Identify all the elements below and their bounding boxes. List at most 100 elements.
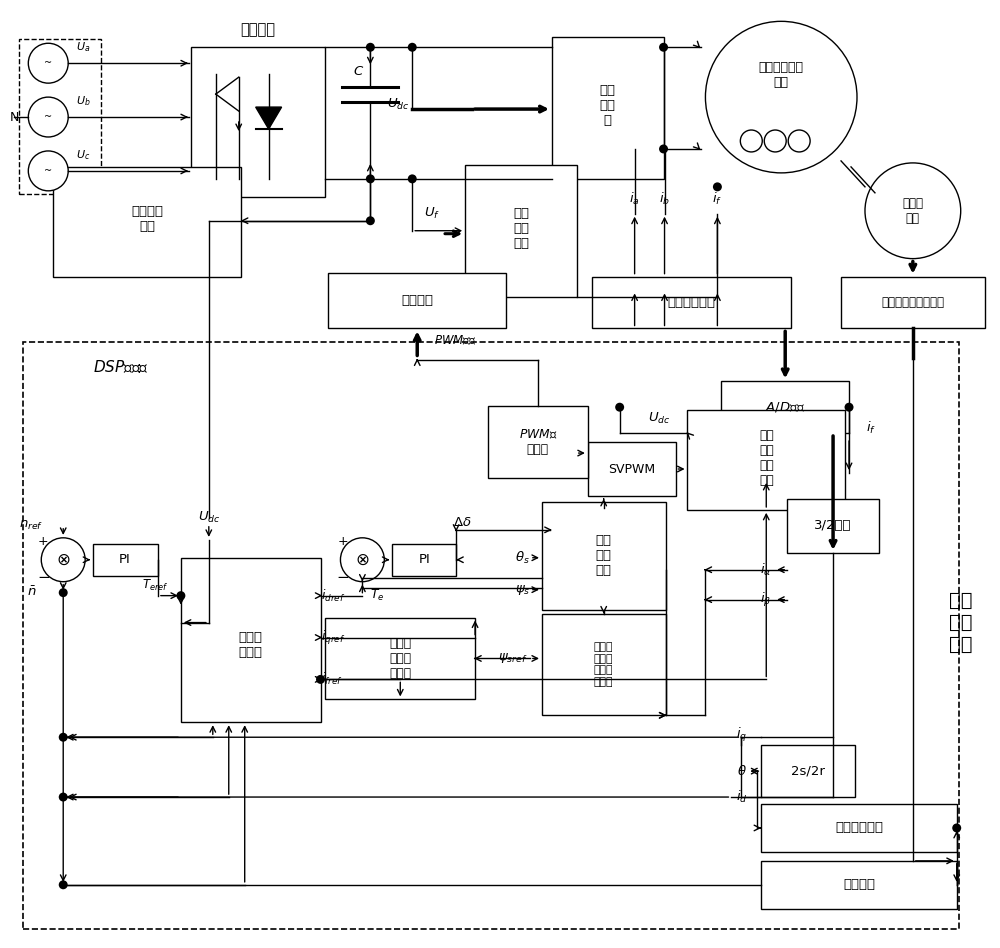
Text: $i_f$: $i_f$: [866, 420, 876, 436]
Bar: [392, 544, 456, 575]
Bar: [592, 277, 791, 328]
Text: $C$: $C$: [353, 64, 364, 78]
Text: 转速计算: 转速计算: [843, 878, 875, 891]
Circle shape: [59, 793, 68, 802]
Text: $\bar{n}$: $\bar{n}$: [27, 586, 36, 599]
Text: $U_b$: $U_b$: [76, 94, 91, 108]
Text: 转子位置计算: 转子位置计算: [835, 822, 883, 834]
Text: $DSP$控制器: $DSP$控制器: [93, 358, 149, 374]
Text: $i_{\alpha}$: $i_{\alpha}$: [760, 561, 771, 577]
Circle shape: [615, 403, 624, 411]
Text: 定子磁
链与磁
链位置
角计算: 定子磁 链与磁 链位置 角计算: [594, 642, 613, 687]
Bar: [588, 442, 676, 496]
Text: $n_{ref}$: $n_{ref}$: [19, 520, 43, 533]
Circle shape: [59, 733, 68, 741]
Bar: [181, 557, 321, 722]
Circle shape: [764, 130, 786, 152]
Text: $i_q$: $i_q$: [736, 726, 747, 744]
Text: 定子磁
链参考
值计算: 定子磁 链参考 值计算: [389, 637, 411, 680]
Text: 直接
转矩
控制: 直接 转矩 控制: [949, 591, 972, 654]
Circle shape: [59, 881, 68, 889]
Text: $T_e$: $T_e$: [370, 588, 385, 603]
Circle shape: [659, 144, 668, 154]
Circle shape: [865, 163, 961, 259]
Bar: [761, 745, 855, 797]
Text: 电流调理电路: 电流调理电路: [667, 296, 715, 309]
Text: N: N: [10, 111, 19, 123]
Circle shape: [408, 43, 417, 52]
Text: −: −: [336, 570, 349, 585]
Bar: [23, 342, 959, 929]
Text: ~: ~: [44, 58, 52, 68]
Bar: [552, 37, 664, 179]
Bar: [328, 273, 506, 328]
Circle shape: [28, 44, 68, 83]
Text: $i_{dref}$: $i_{dref}$: [321, 588, 345, 604]
Bar: [761, 804, 957, 852]
Text: 电压调理
电路: 电压调理 电路: [131, 205, 163, 233]
Bar: [53, 167, 241, 277]
Text: +: +: [38, 536, 49, 548]
Circle shape: [340, 538, 384, 582]
Text: 主功
率模
块: 主功 率模 块: [600, 83, 616, 127]
Text: $\theta$: $\theta$: [737, 764, 747, 778]
Text: $T_{eref}$: $T_{eref}$: [142, 578, 169, 593]
Text: $A/D$转换: $A/D$转换: [765, 400, 805, 414]
Circle shape: [316, 675, 325, 684]
Circle shape: [845, 403, 854, 411]
Circle shape: [28, 151, 68, 191]
Text: $U_{dc}$: $U_{dc}$: [198, 510, 220, 525]
Text: 励磁
电流
脉宽
调制: 励磁 电流 脉宽 调制: [759, 429, 774, 487]
Text: 整流电路: 整流电路: [240, 22, 275, 37]
Text: −: −: [37, 570, 50, 585]
Circle shape: [659, 43, 668, 52]
Text: $\psi_s$: $\psi_s$: [515, 583, 530, 596]
Text: 驱动电路: 驱动电路: [401, 294, 433, 307]
Text: 励磁
功率
模块: 励磁 功率 模块: [513, 208, 529, 250]
Text: 参考电
流计算: 参考电 流计算: [239, 631, 263, 660]
Circle shape: [366, 43, 375, 52]
Text: $U_a$: $U_a$: [76, 41, 91, 54]
Text: PI: PI: [418, 554, 430, 566]
Text: $i_b$: $i_b$: [659, 191, 670, 207]
Polygon shape: [256, 107, 282, 129]
Bar: [93, 544, 158, 575]
Text: $i_a$: $i_a$: [629, 191, 640, 207]
Circle shape: [408, 174, 417, 183]
Text: SVPWM: SVPWM: [608, 463, 655, 476]
Bar: [191, 47, 325, 197]
Bar: [325, 617, 475, 700]
Text: $i_{qref}$: $i_{qref}$: [321, 629, 345, 647]
Bar: [687, 410, 845, 510]
Text: $\theta_s$: $\theta_s$: [515, 550, 530, 566]
Circle shape: [28, 97, 68, 137]
Text: +: +: [337, 536, 348, 548]
Bar: [542, 501, 666, 610]
Text: $PWM$信号: $PWM$信号: [434, 334, 477, 347]
Bar: [841, 277, 985, 328]
Bar: [465, 165, 577, 297]
Bar: [721, 381, 849, 433]
Circle shape: [788, 130, 810, 152]
Circle shape: [366, 216, 375, 226]
Circle shape: [59, 588, 68, 597]
Circle shape: [952, 824, 961, 832]
Text: ⊗: ⊗: [56, 551, 70, 569]
Text: $U_{dc}$: $U_{dc}$: [387, 97, 410, 112]
Text: $PWM$信
号产生: $PWM$信 号产生: [519, 428, 557, 456]
Bar: [787, 499, 879, 553]
Text: ~: ~: [44, 166, 52, 176]
Circle shape: [740, 130, 762, 152]
Bar: [542, 613, 666, 716]
Text: $i_{\beta}$: $i_{\beta}$: [760, 591, 771, 609]
Bar: [488, 406, 588, 478]
Text: $i_{fref}$: $i_{fref}$: [321, 671, 342, 687]
Text: ~: ~: [44, 112, 52, 122]
Circle shape: [176, 592, 185, 600]
Circle shape: [713, 182, 722, 191]
Text: PI: PI: [119, 554, 131, 566]
Text: $U_{dc}$: $U_{dc}$: [648, 410, 671, 426]
Text: $i_d$: $i_d$: [736, 789, 747, 805]
Circle shape: [366, 174, 375, 183]
Text: 光电编
码器: 光电编 码器: [902, 197, 923, 225]
